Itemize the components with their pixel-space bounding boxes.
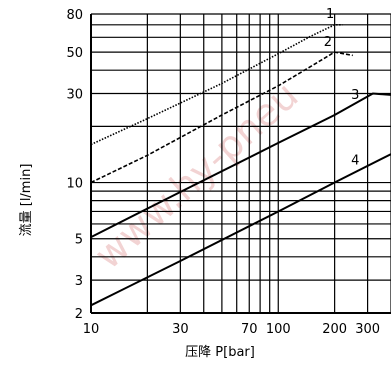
watermark: www.hy-pneu bbox=[86, 73, 307, 278]
x-tick-label: 300 bbox=[355, 322, 380, 337]
grid bbox=[90, 13, 391, 314]
y-tick-label: 10 bbox=[66, 177, 83, 192]
series-line-2 bbox=[90, 51, 353, 184]
y-tick-label: 2 bbox=[75, 307, 83, 322]
x-tick-label: 70 bbox=[241, 322, 258, 337]
x-tick-label: 200 bbox=[322, 322, 347, 337]
x-tick-label: 10 bbox=[83, 322, 100, 337]
series-layer bbox=[90, 24, 391, 307]
curve-labels: 1 2 3 4 bbox=[324, 7, 360, 168]
watermark-text: www.hy-pneu bbox=[86, 73, 307, 278]
y-axis-title: 流量 [l/min] bbox=[19, 164, 34, 237]
y-tick-label: 30 bbox=[66, 88, 83, 103]
x-tick-label: 30 bbox=[172, 322, 189, 337]
curve-label-2: 2 bbox=[324, 35, 332, 50]
x-axis-title: 压降 P[bar] bbox=[185, 345, 255, 360]
x-tick-label: 100 bbox=[266, 322, 291, 337]
curve-label-3: 3 bbox=[351, 88, 359, 103]
y-tick-label: 80 bbox=[66, 8, 83, 23]
curve-label-4: 4 bbox=[351, 153, 359, 168]
tick-labels: 10 30 70 100 200 300 2 3 5 10 30 50 80 bbox=[66, 8, 380, 337]
curve-label-1: 1 bbox=[326, 7, 334, 22]
series-line-4 bbox=[90, 153, 391, 307]
y-tick-label: 5 bbox=[75, 233, 83, 248]
y-tick-label: 50 bbox=[66, 46, 83, 61]
series-line-1 bbox=[90, 24, 343, 146]
y-tick-label: 3 bbox=[75, 274, 83, 289]
series-line-3 bbox=[90, 92, 391, 238]
